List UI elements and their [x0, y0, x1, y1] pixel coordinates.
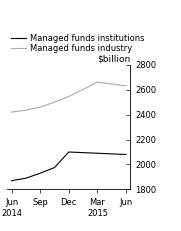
- Managed funds industry: [10, 111, 13, 113]
- Text: $billion: $billion: [97, 55, 130, 64]
- Managed funds institutions: [25, 177, 27, 179]
- Managed funds institutions: [39, 172, 41, 175]
- Managed funds industry: [96, 81, 98, 84]
- Managed funds industry: [68, 95, 70, 98]
- Managed funds industry: [39, 106, 41, 109]
- Legend: Managed funds institutions, Managed funds industry: Managed funds institutions, Managed fund…: [11, 34, 144, 53]
- Managed funds industry: [53, 101, 56, 103]
- Managed funds industry: [125, 85, 127, 87]
- Managed funds institutions: [68, 151, 70, 153]
- Line: Managed funds industry: Managed funds industry: [12, 82, 126, 112]
- Managed funds institutions: [96, 152, 98, 155]
- Managed funds institutions: [53, 166, 56, 169]
- Line: Managed funds institutions: Managed funds institutions: [12, 152, 126, 181]
- Managed funds industry: [25, 109, 27, 112]
- Managed funds institutions: [125, 153, 127, 156]
- Managed funds institutions: [10, 179, 13, 182]
